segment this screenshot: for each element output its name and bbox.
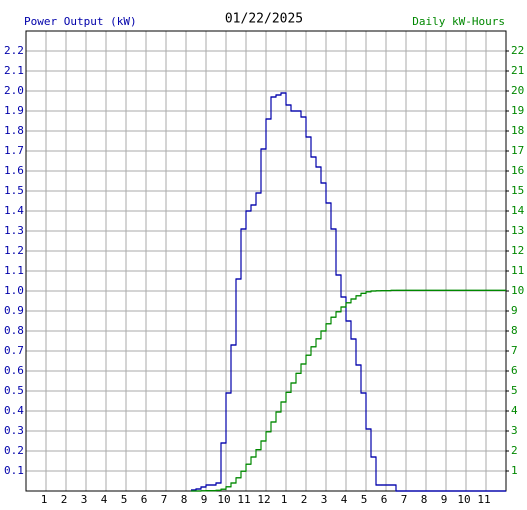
x-tick-label: 11 (237, 493, 250, 506)
x-tick-label: 6 (141, 493, 148, 506)
y-tick-label: 2.2 (4, 44, 24, 57)
y2-tick-label: 2 (511, 444, 518, 457)
x-tick-label: 3 (321, 493, 328, 506)
y2-tick-label: 22 (511, 44, 524, 57)
y-tick-label: 1.2 (4, 244, 24, 257)
y2-tick-label: 10 (511, 284, 524, 297)
y-tick-label: 0.9 (4, 304, 24, 317)
x-tick-label: 10 (217, 493, 230, 506)
y-tick-label: 1.0 (4, 284, 24, 297)
y-tick-label: 0.8 (4, 324, 24, 337)
y2-tick-label: 15 (511, 184, 524, 197)
x-tick-label: 4 (341, 493, 348, 506)
y2-tick-label: 19 (511, 104, 524, 117)
y-tick-label: 0.6 (4, 364, 24, 377)
y2-tick-label: 12 (511, 244, 524, 257)
y2-tick-label: 13 (511, 224, 524, 237)
y2-tick-label: 9 (511, 304, 518, 317)
y2-tick-label: 4 (511, 404, 518, 417)
y-tick-label: 1.3 (4, 224, 24, 237)
step-line (191, 92, 506, 492)
x-tick-label: 8 (421, 493, 428, 506)
y2-tick-label: 6 (511, 364, 518, 377)
x-tick-label: 9 (441, 493, 448, 506)
y2-tick-label: 1 (511, 464, 518, 477)
x-tick-label: 10 (457, 493, 470, 506)
y-tick-label: 1.4 (4, 204, 24, 217)
y-tick-label: 1.8 (4, 124, 24, 137)
x-tick-label: 4 (101, 493, 108, 506)
y2-tick-label: 3 (511, 424, 518, 437)
x-tick-label: 12 (257, 493, 270, 506)
x-tick-label: 7 (401, 493, 408, 506)
y-tick-label: 0.2 (4, 444, 24, 457)
plot-border (25, 30, 507, 492)
y-axis-label: Power Output (kW) (24, 15, 137, 28)
y2-tick-label: 11 (511, 264, 524, 277)
y-tick-label: 1.6 (4, 164, 24, 177)
x-tick-label: 3 (81, 493, 88, 506)
x-tick-label: 11 (477, 493, 490, 506)
x-tick-label: 5 (361, 493, 368, 506)
x-tick-label: 1 (41, 493, 48, 506)
x-tick-label: 2 (61, 493, 68, 506)
y-tick-label: 0.7 (4, 344, 24, 357)
x-tick-label: 2 (301, 493, 308, 506)
x-tick-label: 1 (281, 493, 288, 506)
y-tick-label: 2.0 (4, 84, 24, 97)
y-tick-label: 0.1 (4, 464, 24, 477)
y-tick-label: 0.3 (4, 424, 24, 437)
y-tick-label: 2.1 (4, 64, 24, 77)
y-tick-label: 0.4 (4, 404, 24, 417)
y2-tick-label: 8 (511, 324, 518, 337)
x-tick-label: 7 (161, 493, 168, 506)
y2-tick-label: 21 (511, 64, 524, 77)
chart-title: 01/22/2025 (225, 12, 303, 27)
step-line (191, 289, 506, 492)
y2-axis-label: Daily kW-Hours (412, 15, 505, 28)
y2-tick-label: 18 (511, 124, 524, 137)
x-tick-label: 9 (201, 493, 208, 506)
y-tick-label: 1.5 (4, 184, 24, 197)
x-tick-label: 6 (381, 493, 388, 506)
y2-tick-label: 5 (511, 384, 518, 397)
y2-tick-label: 20 (511, 84, 524, 97)
y2-tick-label: 7 (511, 344, 518, 357)
y-tick-label: 1.9 (4, 104, 24, 117)
y2-tick-label: 14 (511, 204, 525, 217)
x-tick-label: 5 (121, 493, 128, 506)
y-tick-label: 0.5 (4, 384, 24, 397)
y2-tick-label: 17 (511, 144, 524, 157)
y2-tick-label: 16 (511, 164, 524, 177)
y-tick-label: 1.7 (4, 144, 24, 157)
y-tick-label: 1.1 (4, 264, 24, 277)
x-tick-label: 8 (181, 493, 188, 506)
